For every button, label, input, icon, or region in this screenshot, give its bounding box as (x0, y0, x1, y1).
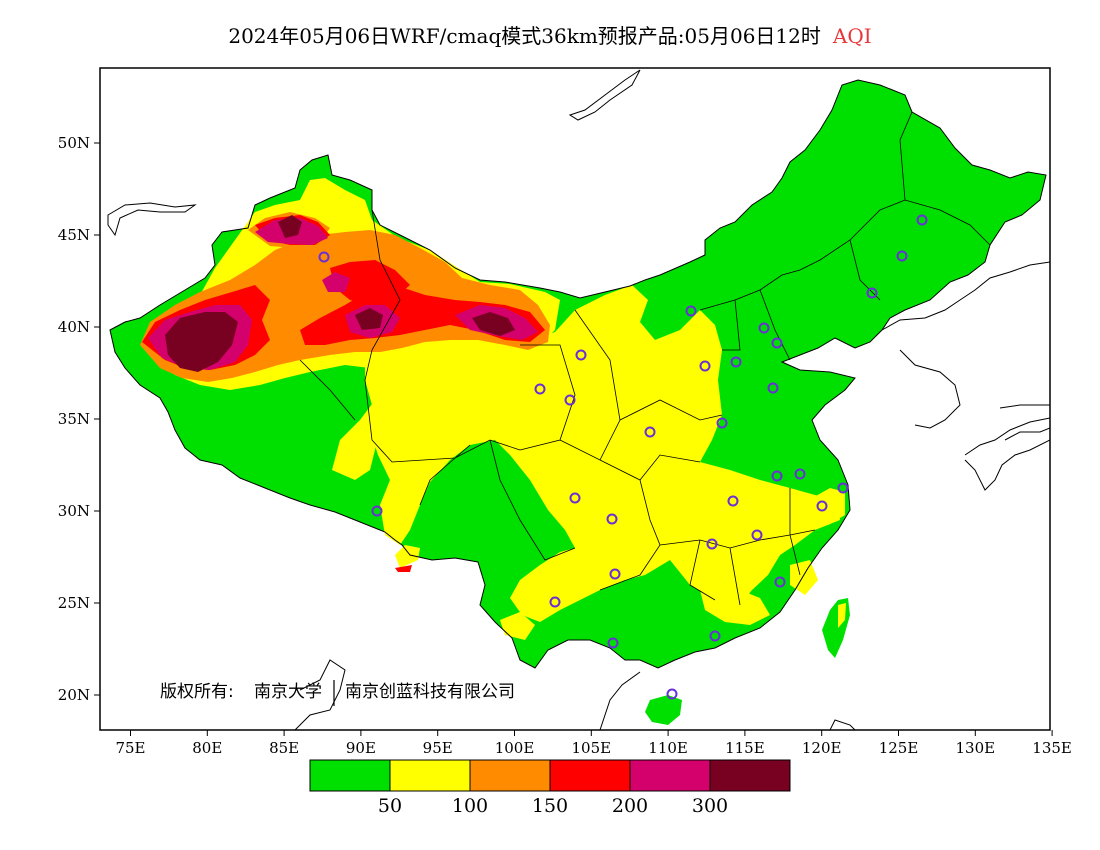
station-marker (716, 417, 728, 429)
lon-tick-label: 130E (956, 739, 996, 757)
lat-tick-label: 35N (58, 410, 90, 428)
unhealthy-region-3 (330, 260, 410, 305)
station-marker (751, 529, 763, 541)
lat-tick-label: 45N (58, 226, 90, 244)
longitude-axis: 75E 80E 85E 90E 95E 100E 105E 110E 115E 120E 125E 1… (115, 730, 1072, 757)
hazardous-region-2 (278, 215, 302, 238)
map-title: 2024年05月06日WRF/cmaq模式36km预报产品:05月06日12时 A… (0, 20, 1100, 49)
station-marker (758, 322, 770, 334)
station-marker (730, 356, 742, 368)
lon-tick-label: 125E (879, 739, 919, 757)
map-area: 版权所有: 南京大学 南京创蓝科技有限公司 (100, 68, 1050, 730)
lon-tick-label: 75E (115, 739, 145, 757)
moderate-region-east (800, 488, 845, 525)
aqi-legend: 50 100 150 200 300 (309, 759, 791, 817)
station-marker (774, 576, 786, 588)
moderate-region-south-a (700, 580, 770, 625)
station-marker (609, 568, 621, 580)
lon-tick-label: 100E (495, 739, 535, 757)
moderate-region-west (332, 400, 380, 480)
station-marker (837, 482, 849, 494)
moderate-region-taiwan (838, 603, 846, 628)
unhealthy-region-sw (395, 565, 412, 572)
legend-swatch (469, 759, 551, 792)
station-marker (727, 495, 739, 507)
station-marker (569, 492, 581, 504)
station-marker (916, 214, 928, 226)
lat-tick-label: 20N (58, 686, 90, 704)
station-marker (709, 630, 721, 642)
legend-label: 300 (692, 795, 728, 817)
station-marker (644, 426, 656, 438)
lon-tick-label: 135E (1032, 739, 1072, 757)
legend-swatch (389, 759, 471, 792)
latitude-axis: 20N 25N 30N 35N 40N 45N 50N (58, 134, 100, 704)
lon-tick-label: 95E (423, 739, 453, 757)
legend-swatch (629, 759, 711, 792)
moderate-region-sw (395, 545, 420, 568)
station-marker (896, 250, 908, 262)
legend-label: 50 (378, 795, 402, 817)
lon-tick-label: 115E (725, 739, 765, 757)
station-marker (816, 500, 828, 512)
station-marker (534, 383, 546, 395)
hazardous-region-3 (355, 308, 383, 330)
station-marker (794, 468, 806, 480)
lat-tick-label: 30N (58, 502, 90, 520)
station-marker (575, 349, 587, 361)
station-marker (607, 637, 619, 649)
legend-label: 200 (612, 795, 648, 817)
moderate-region-south-c (500, 612, 535, 640)
station-marker (371, 505, 383, 517)
title-product: AQI (832, 24, 872, 48)
map-frame (99, 67, 1051, 731)
neighbor-coastlines (107, 69, 1050, 730)
hazardous-region-4 (472, 312, 515, 336)
copyright-prefix: 版权所有: (160, 682, 234, 702)
legend-label: 100 (452, 795, 488, 817)
very-unhealthy-region-5 (322, 272, 350, 292)
station-marker (685, 305, 697, 317)
lat-tick-label: 50N (58, 134, 90, 152)
station-marker (866, 287, 878, 299)
lon-tick-label: 80E (192, 739, 222, 757)
lon-tick-label: 105E (572, 739, 612, 757)
copyright-org1: 南京大学 (254, 682, 322, 702)
legend-label: 150 (532, 795, 568, 817)
province-boundaries (299, 111, 991, 606)
legend-swatch (309, 759, 391, 792)
lon-tick-label: 90E (346, 739, 376, 757)
lat-tick-label: 40N (58, 318, 90, 336)
station-marker (771, 470, 783, 482)
station-marker (767, 382, 779, 394)
lon-tick-label: 120E (802, 739, 842, 757)
title-main: 2024年05月06日WRF/cmaq模式36km预报产品:05月06日12时 (228, 24, 821, 48)
station-marker (318, 251, 330, 263)
legend-swatch (549, 759, 631, 792)
lon-tick-label: 110E (648, 739, 688, 757)
hazardous-region-1 (165, 312, 238, 372)
station-marker (666, 688, 678, 700)
china-border (109, 79, 1047, 669)
station-marker (549, 596, 561, 608)
hainan (645, 695, 682, 725)
station-markers (318, 214, 928, 700)
moderate-region-central (365, 285, 840, 622)
station-marker (606, 513, 618, 525)
copyright: 版权所有: 南京大学 南京创蓝科技有限公司 (160, 680, 515, 706)
legend-swatch (709, 759, 791, 792)
station-marker (706, 538, 718, 550)
station-marker (771, 337, 783, 349)
station-marker (699, 360, 711, 372)
station-marker (564, 394, 576, 406)
copyright-org2: 南京创蓝科技有限公司 (345, 682, 515, 702)
lat-tick-label: 25N (58, 594, 90, 612)
lon-tick-label: 85E (269, 739, 299, 757)
